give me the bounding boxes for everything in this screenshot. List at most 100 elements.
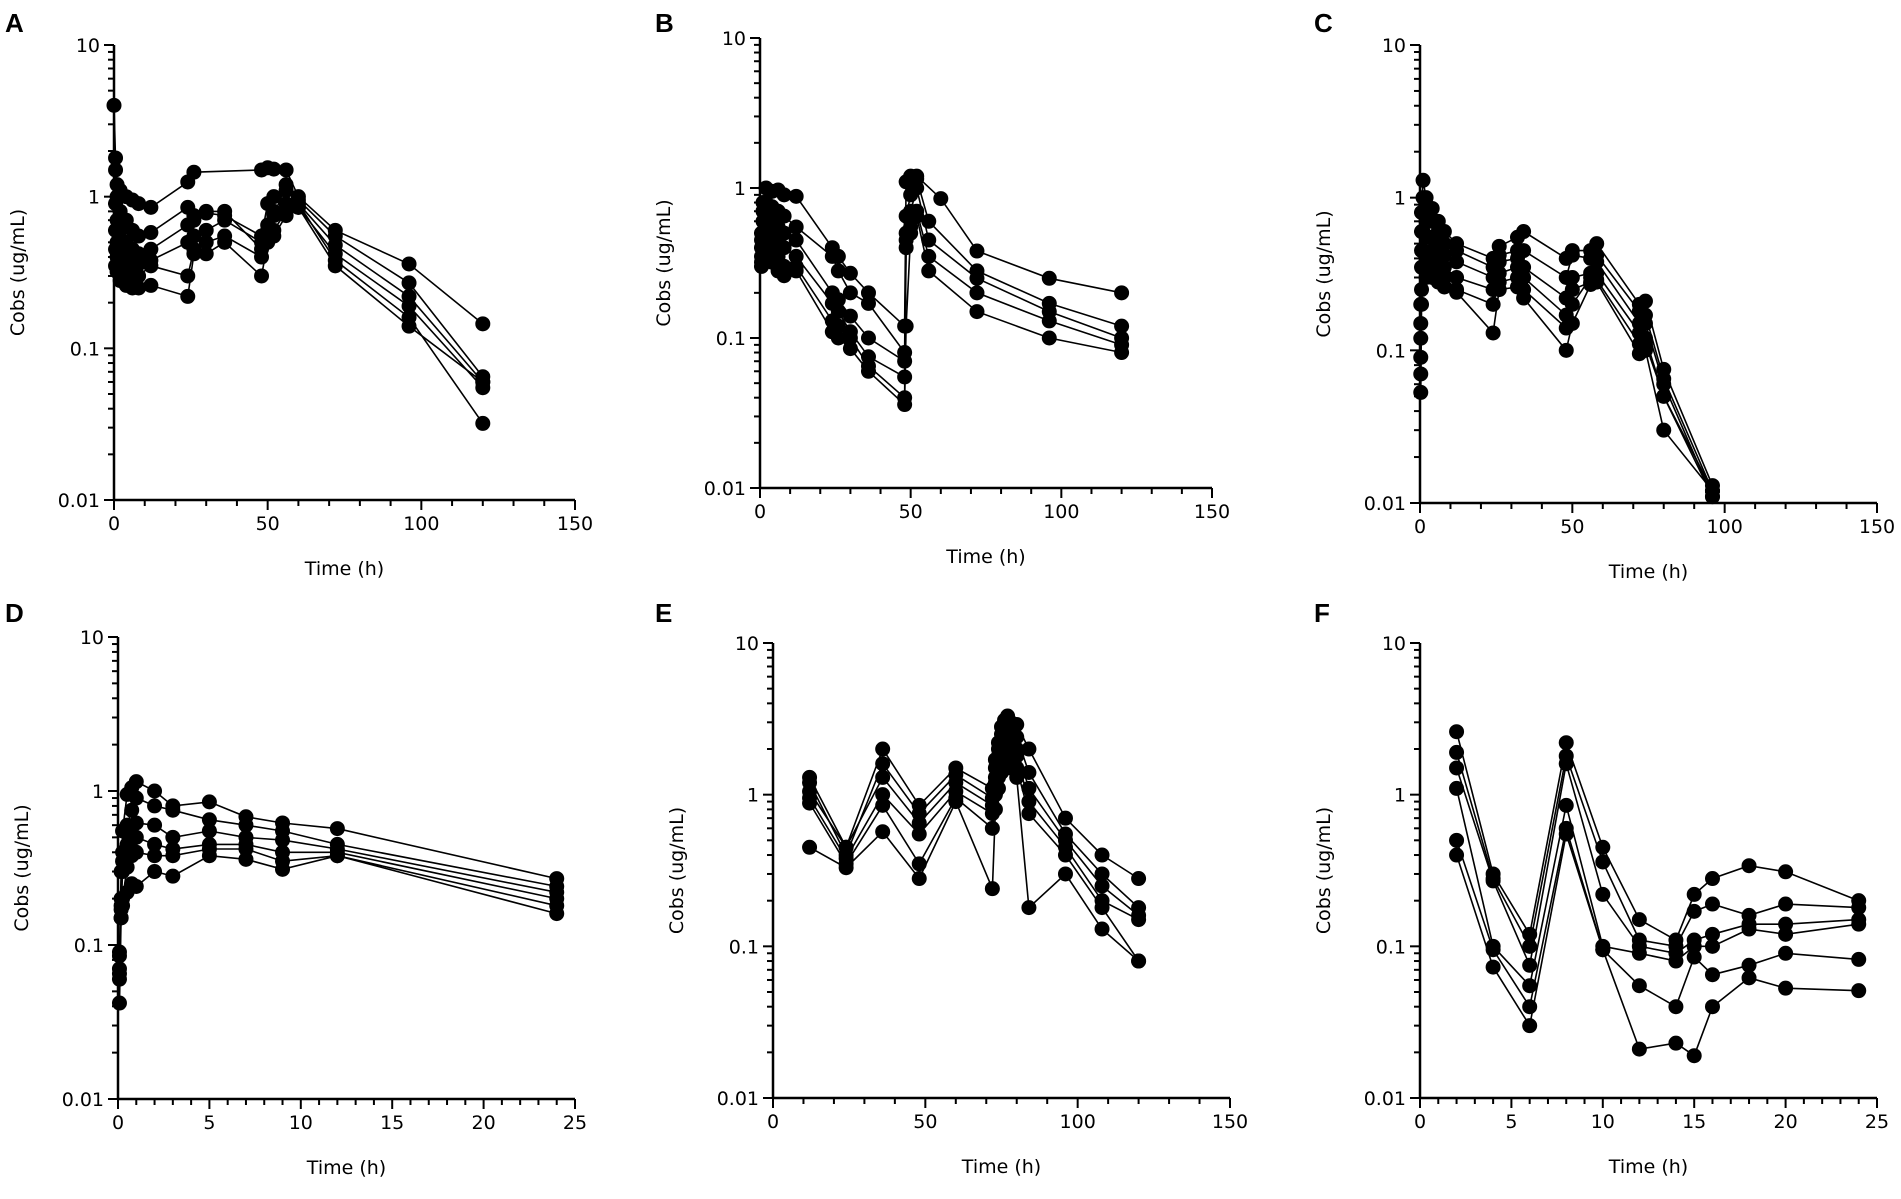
- data-point: [475, 415, 491, 431]
- data-point: [860, 330, 876, 346]
- y-tick-label: 0.01: [717, 1088, 759, 1110]
- data-point: [131, 268, 147, 284]
- data-point: [875, 824, 891, 840]
- panel-b: B 0 50 100 150 0.01 0.1 1 10 Time (h) Cobs (ug/mL): [653, 8, 1230, 568]
- data-point: [1041, 313, 1057, 329]
- series-line: [118, 848, 557, 1004]
- data-point: [147, 798, 163, 814]
- data-point: [1589, 236, 1605, 252]
- data-point: [180, 268, 196, 284]
- y-tick-label: 10: [80, 627, 104, 649]
- data-point: [165, 802, 181, 818]
- data-point: [327, 258, 343, 274]
- data-point: [1741, 957, 1757, 973]
- data-point: [165, 848, 181, 864]
- data-point: [1558, 735, 1574, 751]
- x-tick-label: 100: [403, 513, 439, 535]
- data-point: [128, 878, 144, 894]
- panel-letter: C: [1314, 8, 1333, 38]
- data-point: [1449, 243, 1465, 259]
- series-line: [1455, 763, 1859, 969]
- series-5: [1449, 820, 1867, 1015]
- data-point: [198, 205, 214, 221]
- data-point: [842, 285, 858, 301]
- y-tick-label: 10: [1382, 633, 1406, 655]
- x-tick-label: 100: [1060, 1111, 1096, 1133]
- x-tick-label: 50: [256, 513, 280, 535]
- x-tick-label: 0: [754, 501, 766, 523]
- data-point: [115, 898, 131, 914]
- data-point: [1094, 878, 1110, 894]
- series-line: [114, 202, 484, 389]
- y-tick-label: 10: [735, 633, 759, 655]
- x-axis-label: Time (h): [304, 558, 384, 580]
- data-point: [969, 270, 985, 286]
- data-point: [1485, 873, 1501, 889]
- data-point: [108, 222, 124, 238]
- data-point: [1485, 959, 1501, 975]
- y-tick-label: 10: [1382, 35, 1406, 57]
- data-point: [1595, 854, 1611, 870]
- data-point: [911, 815, 927, 831]
- y-tick-label: 10: [76, 35, 100, 57]
- data-point: [119, 859, 135, 875]
- data-point: [911, 871, 927, 887]
- data-point: [875, 769, 891, 785]
- series-6: [111, 848, 565, 964]
- data-point: [329, 848, 345, 864]
- panel-letter: E: [655, 598, 672, 628]
- series-6: [754, 225, 919, 413]
- data-point: [990, 780, 1006, 796]
- data-point: [549, 906, 565, 922]
- y-axis-label: Cobs (ug/mL): [1313, 210, 1335, 337]
- data-point: [131, 228, 147, 244]
- series-6: [1413, 259, 1720, 499]
- x-tick-label: 0: [1414, 516, 1426, 538]
- x-tick-label: 5: [1505, 1111, 1517, 1133]
- data-point: [1704, 871, 1720, 887]
- data-point: [758, 243, 774, 259]
- x-tick-label: 5: [203, 1112, 215, 1134]
- x-tick-label: 0: [767, 1111, 779, 1133]
- panel-letter: B: [655, 8, 674, 38]
- data-point: [1704, 926, 1720, 942]
- panel-e: E 0 50 100 150 0.01 0.1 1 10 Time (h) Cobs (ug/mL): [655, 598, 1248, 1178]
- data-point: [186, 212, 202, 228]
- x-tick-label: 15: [1682, 1111, 1706, 1133]
- data-point: [1851, 983, 1867, 999]
- data-point: [147, 848, 163, 864]
- x-tick-label: 50: [913, 1111, 937, 1133]
- data-point: [1522, 1018, 1538, 1034]
- data-point: [1131, 912, 1147, 928]
- data-point: [1491, 254, 1507, 270]
- y-axis-label: Cobs (ug/mL): [11, 804, 33, 931]
- series-4: [1449, 780, 1867, 994]
- series-line: [118, 854, 557, 956]
- x-axis-label: Time (h): [306, 1157, 386, 1179]
- data-point: [186, 228, 202, 244]
- data-point: [1449, 254, 1465, 270]
- data-point: [128, 844, 144, 860]
- data-point: [1415, 172, 1431, 188]
- series-line: [808, 738, 1139, 921]
- data-point: [1491, 282, 1507, 298]
- y-tick-label: 1: [92, 781, 104, 803]
- series-2: [802, 714, 1147, 916]
- data-point: [1564, 247, 1580, 263]
- data-point: [1851, 951, 1867, 967]
- data-point: [1449, 760, 1465, 776]
- y-tick-label: 0.01: [1364, 493, 1406, 515]
- data-point: [143, 241, 159, 257]
- data-point: [106, 97, 122, 113]
- data-point: [128, 774, 144, 790]
- data-point: [147, 864, 163, 880]
- x-tick-label: 15: [380, 1112, 404, 1134]
- data-point: [1114, 345, 1130, 361]
- x-tick-label: 25: [1865, 1111, 1889, 1133]
- data-point: [842, 330, 858, 346]
- data-point: [1449, 724, 1465, 740]
- data-point: [254, 268, 270, 284]
- y-tick-label: 0.1: [716, 328, 746, 350]
- data-point: [788, 263, 804, 279]
- data-point: [1564, 296, 1580, 312]
